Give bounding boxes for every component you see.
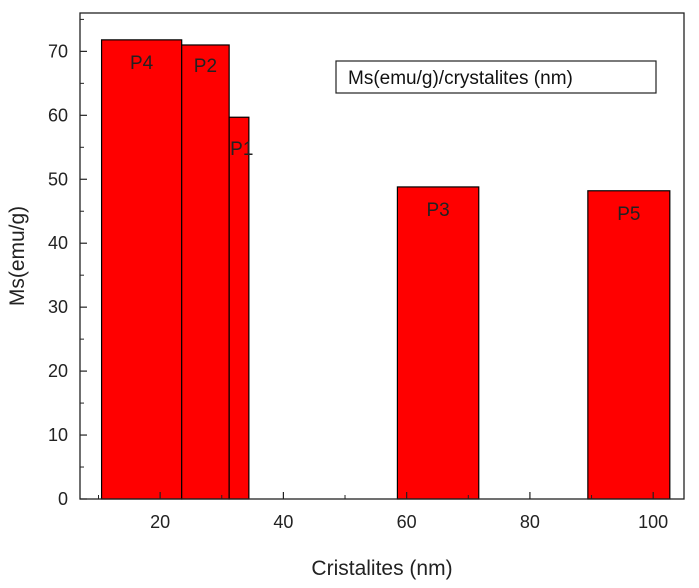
- x-axis-title: Cristalites (nm): [311, 557, 452, 580]
- plot-frame: [79, 12, 685, 500]
- y-tick-label-30: 30: [48, 297, 68, 317]
- y-tick-label-40: 40: [48, 233, 68, 253]
- bar-label-p5: P5: [617, 204, 640, 225]
- y-tick-label-0: 0: [58, 489, 68, 509]
- bar-label-p4: P4: [130, 53, 154, 74]
- y-axis: 0 10 20 30 40 50 60 70: [48, 18, 87, 509]
- bar-p4: [100, 39, 183, 500]
- y-tick-label-10: 10: [48, 425, 68, 445]
- bar-p5: [587, 190, 671, 500]
- bars-group: [100, 39, 671, 500]
- y-tick-label-50: 50: [48, 169, 68, 189]
- bar-label-p3: P3: [426, 200, 449, 221]
- x-tick-label-40: 40: [273, 512, 293, 532]
- bar-label-p1: P1: [230, 139, 253, 160]
- y-tick-label-70: 70: [48, 41, 68, 61]
- bar-label-p2: P2: [194, 56, 217, 77]
- legend-text: Ms(emu/g)/crystalites (nm): [348, 68, 573, 89]
- x-tick-label-80: 80: [520, 512, 540, 532]
- x-axis: 20 40 60 80 100: [97, 492, 668, 532]
- bar-p2: [181, 44, 230, 500]
- legend-box: [335, 60, 657, 94]
- y-tick-label-60: 60: [48, 105, 68, 125]
- x-tick-label-20: 20: [150, 512, 170, 532]
- bar-p1: [228, 116, 250, 500]
- y-axis-title: Ms(emu/g): [6, 206, 29, 306]
- y-tick-label-20: 20: [48, 361, 68, 381]
- x-tick-label-100: 100: [638, 512, 668, 532]
- bar-p3: [396, 186, 480, 500]
- legend: Ms(emu/g)/crystalites (nm): [335, 60, 657, 94]
- x-tick-label-60: 60: [397, 512, 417, 532]
- bar-labels-group: P4 P2 P1 P3 P5: [130, 53, 640, 225]
